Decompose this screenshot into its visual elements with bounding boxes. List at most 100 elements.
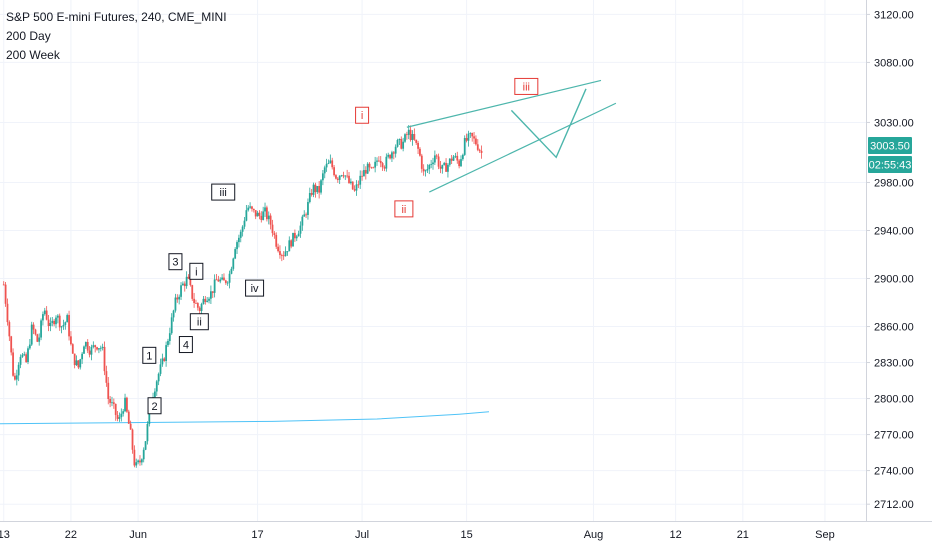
candle [185, 271, 188, 289]
time-tick-label: Sep [815, 529, 835, 541]
wave-label-text: 4 [183, 340, 189, 352]
candle [196, 302, 199, 311]
ma-200-day-line [0, 411, 490, 425]
candle [226, 281, 229, 286]
candle [245, 205, 248, 222]
candle [372, 166, 375, 169]
candle [86, 339, 89, 354]
candle [310, 188, 313, 197]
candle [363, 164, 365, 177]
price-tick-label: 2712.00 [874, 499, 914, 511]
candle [271, 219, 274, 237]
candle [377, 156, 380, 162]
candle [182, 281, 184, 286]
wave-label[interactable]: ii [394, 200, 414, 218]
wave-label[interactable]: 2 [147, 397, 162, 415]
candle [308, 187, 311, 204]
wave-label[interactable]: 3 [168, 253, 183, 271]
candle [103, 341, 106, 376]
candle [137, 459, 140, 465]
candle [14, 372, 16, 381]
candle [79, 358, 82, 370]
candle [81, 351, 84, 364]
candle [323, 165, 326, 179]
candle [467, 130, 470, 147]
price-axis: 2712.00 2740.00 2770.00 2800.00 2830.00 2860.… [0, 0, 932, 522]
candle [228, 270, 231, 289]
candle [404, 133, 406, 143]
candle [448, 158, 451, 167]
candle [473, 131, 475, 145]
wave-label[interactable]: iv [245, 279, 265, 297]
candle [368, 162, 371, 172]
time-tick-label: 21 [737, 529, 749, 541]
wave-label[interactable]: iii [211, 183, 236, 201]
candle [62, 319, 65, 330]
time-tick-label: 15 [460, 529, 472, 541]
candle [200, 302, 203, 315]
wave-label[interactable]: 4 [178, 336, 193, 354]
candle [21, 352, 24, 358]
candle [471, 132, 474, 142]
wave-label[interactable]: i [355, 106, 370, 124]
candle [286, 251, 289, 256]
candle [336, 176, 339, 183]
candle [398, 138, 401, 145]
candle [320, 179, 322, 195]
candle [389, 154, 391, 160]
candle [70, 331, 72, 346]
candle [112, 398, 115, 409]
candle [475, 135, 477, 146]
symbol-title[interactable]: S&P 500 E-mini Futures, 240, CME_MINI [6, 10, 227, 24]
wave-label[interactable]: i [189, 262, 204, 280]
candle [288, 236, 291, 252]
candle [256, 210, 259, 217]
candle [340, 174, 343, 177]
candle [299, 221, 302, 238]
candle [476, 139, 479, 152]
candle [402, 137, 405, 152]
candle [105, 365, 108, 387]
trend-line[interactable] [429, 102, 617, 193]
indicator-200-day[interactable]: 200 Day [6, 29, 51, 43]
candle [392, 150, 395, 160]
candle [329, 154, 332, 164]
wave-label[interactable]: iii [514, 77, 539, 95]
wave-label[interactable]: 1 [142, 346, 157, 364]
candle [349, 178, 352, 185]
bar-countdown: 02:55:43 [869, 160, 912, 172]
candle [338, 175, 341, 185]
candle [75, 355, 78, 366]
candle [120, 408, 123, 422]
indicator-200-week[interactable]: 200 Week [6, 48, 60, 62]
candle [178, 294, 181, 305]
candle [279, 245, 281, 259]
candle [435, 153, 438, 160]
trend-line[interactable] [406, 79, 602, 128]
time-tick-label: 12 [670, 529, 682, 541]
candle [4, 281, 7, 307]
candle [58, 313, 61, 331]
candle [60, 325, 63, 334]
wave-label[interactable]: ii [189, 313, 209, 331]
candle [114, 403, 117, 421]
candle [376, 157, 378, 166]
projection-path[interactable] [510, 88, 587, 159]
candle [211, 291, 214, 298]
price-tick-label: 3120.00 [874, 9, 914, 21]
candle [269, 213, 272, 230]
candle [463, 135, 466, 156]
candle [98, 348, 100, 354]
last-price-badge: 3003.50 02:55:43 [868, 137, 912, 173]
candle [47, 315, 50, 332]
candle [6, 298, 9, 326]
candle [56, 314, 59, 324]
candle [331, 157, 334, 170]
candle [461, 153, 464, 161]
candle [333, 165, 335, 177]
moving-average-200-day [0, 411, 490, 425]
countdown-badge-bg [868, 156, 912, 173]
wave-label-text: iii [220, 187, 227, 199]
candle [219, 277, 222, 284]
